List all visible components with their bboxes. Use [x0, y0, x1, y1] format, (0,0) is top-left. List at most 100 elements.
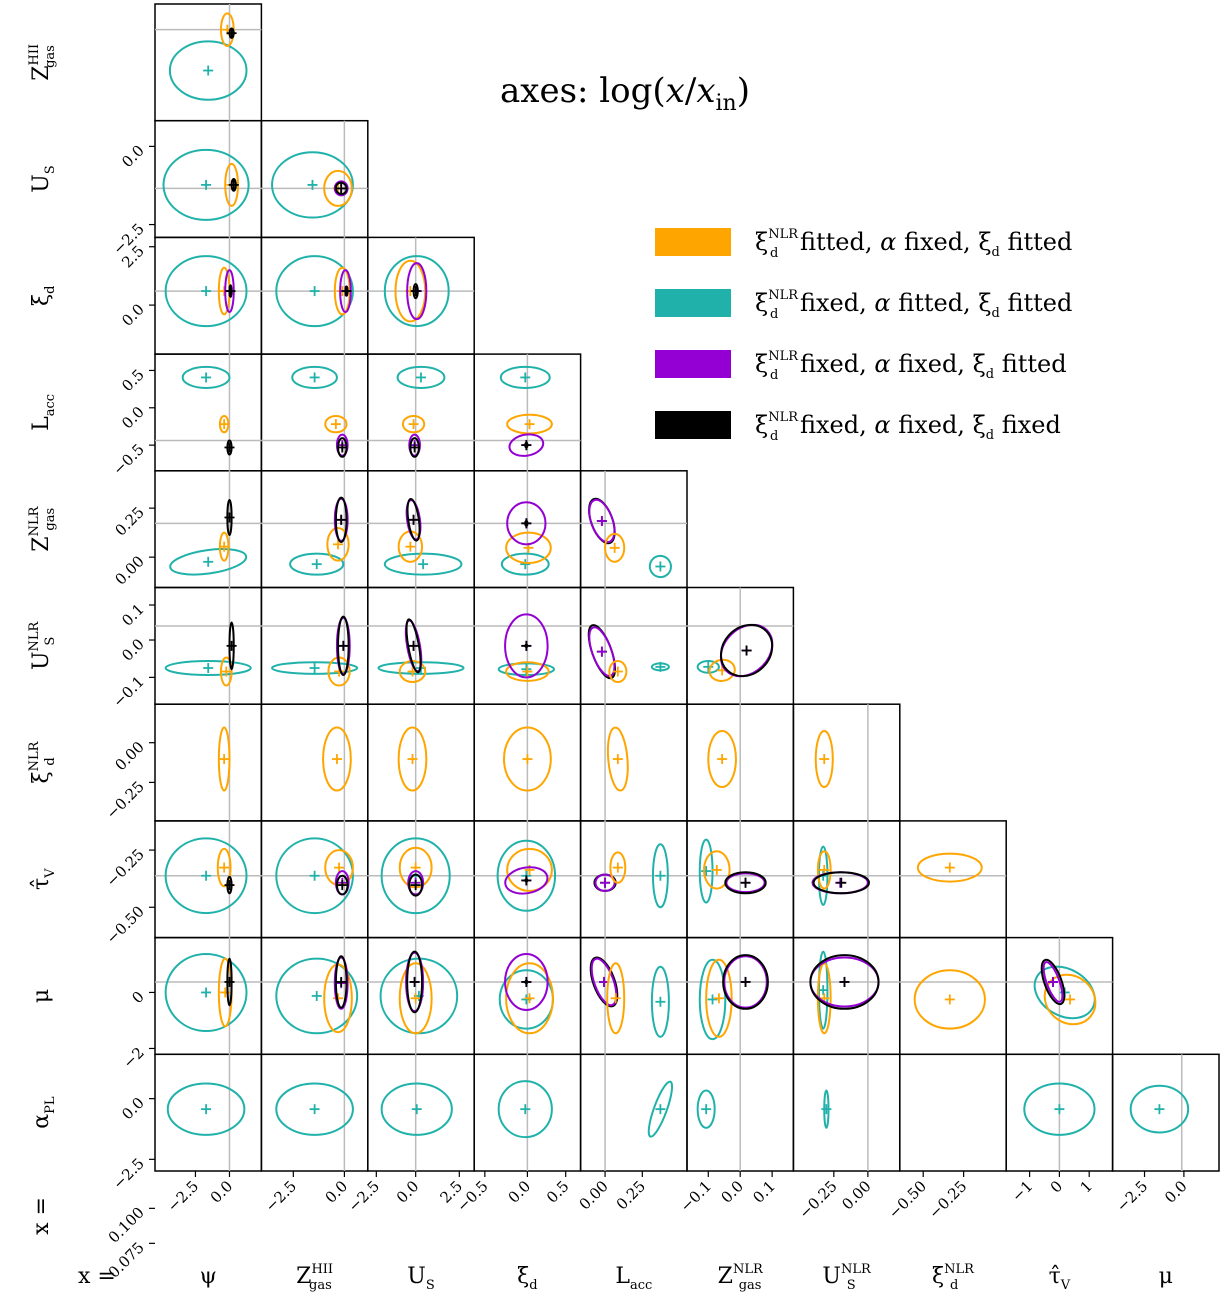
panel-frame	[367, 1053, 475, 1172]
best-fit-marker	[713, 993, 724, 1004]
param-superscript: HII	[311, 1262, 333, 1277]
x-tick-label: −0.25	[795, 1177, 840, 1222]
credible-ellipse	[722, 954, 769, 1010]
best-fit-marker	[520, 1104, 531, 1115]
panel-frame	[154, 353, 263, 472]
best-fit-marker	[341, 286, 352, 297]
credible-ellipse	[408, 433, 421, 457]
best-fit-marker	[701, 866, 712, 877]
panel-frame	[367, 353, 475, 472]
y-tick-label: 0.0	[118, 141, 148, 171]
x-tick-label: −0.1	[677, 1177, 715, 1215]
best-fit-marker	[409, 976, 420, 987]
panel-frame	[260, 353, 369, 472]
credible-ellipse	[335, 616, 351, 675]
credible-ellipse	[589, 956, 619, 1008]
best-fit-marker	[655, 661, 666, 672]
best-fit-marker	[596, 515, 607, 526]
credible-ellipse	[497, 662, 555, 677]
best-fit-marker	[740, 877, 751, 888]
panel-frame	[260, 703, 369, 822]
best-fit-marker	[521, 976, 532, 987]
legend-text2: fixed,	[891, 350, 973, 378]
credible-ellipse	[405, 951, 425, 1013]
credible-ellipse	[324, 414, 348, 434]
best-fit-marker	[201, 372, 212, 383]
credible-ellipse	[719, 623, 774, 678]
param-symbol: Z	[718, 1264, 733, 1289]
param-subscript: d	[529, 1278, 537, 1293]
legend-label: ξNLR d fixed, α fixed, ξd fitted	[755, 349, 1067, 383]
legend-swatch	[655, 289, 731, 317]
credible-ellipse	[816, 850, 832, 890]
credible-ellipse	[335, 433, 349, 457]
credible-ellipse	[647, 1080, 674, 1138]
best-fit-marker	[944, 862, 955, 873]
credible-ellipse	[335, 874, 349, 896]
panel-grid	[154, 3, 1220, 1172]
best-fit-marker	[408, 514, 419, 525]
panel-frame	[899, 820, 1007, 939]
credible-ellipse	[705, 958, 733, 1038]
best-fit-marker	[226, 640, 237, 651]
credible-ellipse	[397, 726, 428, 792]
credible-ellipse	[500, 552, 550, 576]
credible-ellipse	[698, 838, 714, 904]
credible-ellipse	[271, 151, 354, 219]
x-tick-label: 0.0	[207, 1177, 237, 1207]
credible-ellipse	[508, 433, 545, 457]
credible-ellipse	[396, 365, 446, 389]
credible-ellipse	[271, 661, 359, 675]
param-superscript: NLR	[27, 740, 42, 771]
best-fit-marker	[336, 183, 347, 194]
param-symbol: ξ	[932, 1264, 944, 1289]
y-axis-label: ZNLRgas	[27, 505, 58, 551]
best-fit-marker	[407, 754, 418, 765]
y-tick-label: 0.5	[118, 366, 148, 396]
param-subscript: gas	[43, 508, 58, 531]
best-fit-marker	[1054, 1104, 1065, 1115]
best-fit-marker	[655, 1104, 666, 1115]
best-fit-marker	[334, 862, 345, 873]
x-tick-label: 0.0	[393, 1177, 423, 1207]
best-fit-marker	[522, 754, 533, 765]
legend-text3: fixed	[994, 411, 1061, 439]
param-subscript: S	[43, 637, 58, 646]
credible-ellipse	[394, 259, 427, 323]
legend-text3: fitted	[1000, 289, 1073, 317]
legend-swatch	[655, 411, 731, 439]
legend-sub2: d	[992, 245, 1000, 260]
best-fit-marker	[224, 442, 235, 453]
panel-frame	[154, 586, 263, 705]
best-fit-marker	[408, 640, 419, 651]
param-subscript: d	[950, 1278, 958, 1293]
param-subscript: gas	[739, 1278, 762, 1293]
best-fit-marker	[836, 877, 847, 888]
x-axis-label: ZHII gas	[296, 1262, 333, 1293]
credible-ellipse	[696, 1089, 716, 1129]
legend-xi: ξ	[755, 350, 768, 378]
x-tick-label: −0.50	[885, 1177, 930, 1222]
best-fit-marker	[228, 179, 239, 190]
best-fit-marker	[408, 419, 419, 430]
panel-frame	[792, 703, 901, 822]
best-fit-marker	[409, 442, 420, 453]
credible-ellipse	[181, 365, 231, 389]
panel-frame	[792, 820, 901, 939]
y-axis-label: αPL	[29, 1096, 58, 1129]
legend-alpha: α	[874, 289, 890, 317]
credible-ellipse	[166, 1082, 246, 1136]
credible-ellipse	[323, 169, 353, 207]
credible-ellipse	[703, 850, 731, 890]
legend-sup: NLR	[768, 410, 799, 425]
param-subscript: S	[426, 1278, 435, 1293]
credible-ellipse	[725, 872, 766, 894]
credible-ellipse	[275, 837, 354, 915]
y-axis-label: ZHIIgas	[27, 44, 58, 81]
credible-ellipse	[405, 618, 422, 674]
best-fit-marker	[1048, 976, 1059, 987]
best-fit-marker	[522, 666, 533, 677]
param-superscript: HII	[27, 44, 42, 66]
best-fit-marker	[307, 179, 318, 190]
